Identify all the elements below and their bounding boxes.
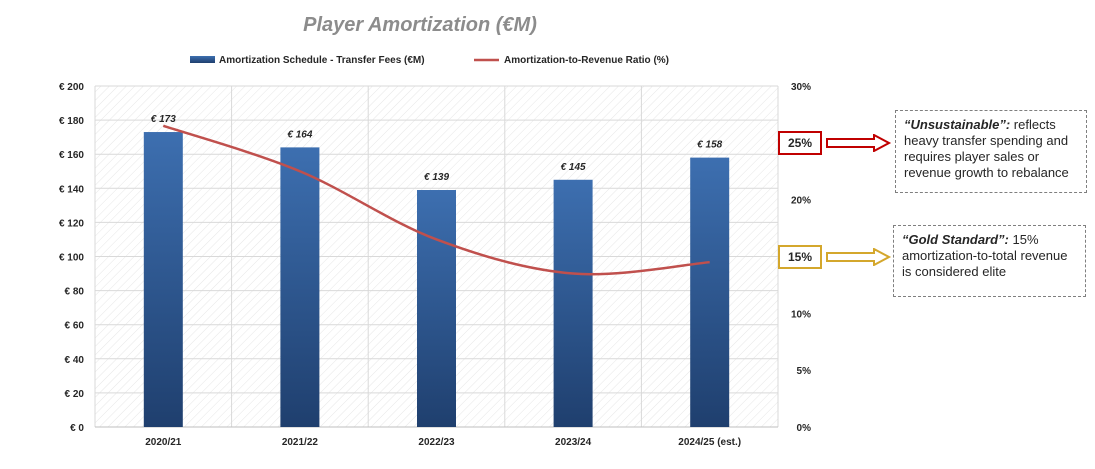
legend-swatch-bars	[190, 56, 215, 63]
annotation-gold-standard: “Gold Standard”: 15% amortization-to-tot…	[893, 225, 1086, 297]
bar	[280, 147, 320, 427]
chart-title: Player Amortization (€M)	[303, 14, 537, 36]
bar-data-label: € 139	[424, 172, 449, 183]
y-right-tick-label: 0%	[797, 423, 812, 434]
x-tick-label: 2024/25 (est.)	[678, 437, 741, 448]
arrow-right-icon	[826, 134, 892, 152]
y-left-tick-label: € 160	[59, 150, 84, 161]
legend-label-bars: Amortization Schedule - Transfer Fees (€…	[219, 55, 425, 66]
annotation-unsustainable-text: reflects heavy transfer spending and req…	[904, 117, 1069, 180]
bar	[417, 190, 456, 427]
annotation-unsustainable-heading: “Unsustainable”:	[904, 117, 1011, 132]
x-tick-label: 2021/22	[282, 437, 319, 448]
y-left-tick-label: € 80	[65, 287, 85, 298]
bar-data-label: € 173	[151, 114, 176, 125]
y-right-tick-label: 5%	[797, 366, 812, 377]
y-right-tick-label: 20%	[791, 196, 811, 207]
y-left-tick-label: € 120	[59, 218, 84, 229]
annotation-unsustainable: “Unsustainable”: reflects heavy transfer…	[895, 110, 1087, 193]
x-tick-label: 2022/23	[418, 437, 455, 448]
x-tick-label: 2023/24	[555, 437, 592, 448]
bar	[553, 179, 593, 427]
annotation-gold-text: 15% amortization-to-total revenue is con…	[902, 232, 1068, 279]
y-left-tick-label: € 0	[70, 423, 84, 434]
y-right-tick-label: 10%	[791, 309, 811, 320]
y-left-tick-label: € 20	[65, 389, 85, 400]
y-left-tick-label: € 180	[59, 116, 84, 127]
bar-data-label: € 145	[561, 162, 586, 173]
y-left-tick-label: € 100	[59, 253, 84, 264]
annotation-gold-value: 15%	[778, 245, 822, 269]
y-left-tick-label: € 140	[59, 184, 84, 195]
y-left-tick-label: € 40	[65, 355, 85, 366]
arrow-right-icon	[826, 248, 892, 266]
x-tick-label: 2020/21	[145, 437, 182, 448]
y-left-tick-label: € 60	[65, 321, 85, 332]
bar	[690, 157, 730, 428]
annotation-gold-heading: “Gold Standard”:	[902, 232, 1009, 247]
bar-data-label: € 158	[697, 140, 722, 151]
ratio-line	[162, 124, 710, 276]
legend-label-line: Amortization-to-Revenue Ratio (%)	[504, 55, 669, 66]
annotation-unsustainable-value: 25%	[778, 131, 822, 155]
y-left-tick-label: € 200	[59, 82, 84, 93]
y-right-tick-label: 30%	[791, 82, 811, 93]
bar-data-label: € 164	[287, 129, 312, 140]
bar	[143, 132, 183, 427]
plot-area: € 0 € 20 € 40 € 60 € 80 € 100 € 120 € 140 € 160 €…	[59, 82, 811, 448]
